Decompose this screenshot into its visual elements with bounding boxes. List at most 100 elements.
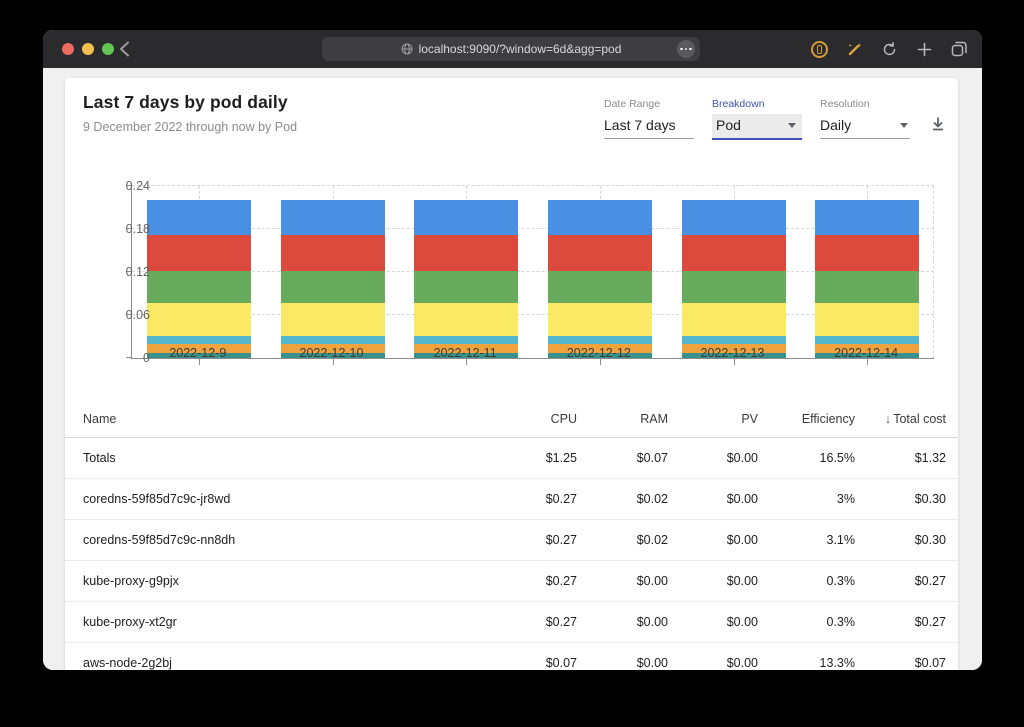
onepassword-extension-icon[interactable] bbox=[810, 40, 828, 58]
date-range-control: Date Range Last 7 days bbox=[604, 98, 694, 139]
table-header-row: Name CPU RAM PV Efficiency ↓ Total cost bbox=[65, 400, 958, 438]
segment-red[interactable] bbox=[547, 234, 652, 272]
segment-yellow[interactable] bbox=[414, 302, 519, 336]
segment-green[interactable] bbox=[547, 271, 652, 303]
page-subtitle: 9 December 2022 through now by Pod bbox=[83, 120, 298, 134]
y-axis-tick bbox=[126, 185, 132, 186]
segment-green[interactable] bbox=[414, 271, 519, 303]
segment-cyan[interactable] bbox=[280, 335, 385, 345]
cpu-cell: $0.27 bbox=[545, 615, 577, 629]
stacked-bar-2022-12-10[interactable] bbox=[280, 199, 385, 358]
segment-orange[interactable] bbox=[815, 344, 920, 353]
back-button[interactable] bbox=[113, 38, 135, 60]
segment-blue[interactable] bbox=[815, 199, 920, 235]
stacked-bar-2022-12-12[interactable] bbox=[547, 199, 652, 358]
y-axis-tick bbox=[126, 357, 132, 358]
stacked-bar-2022-12-9[interactable] bbox=[146, 199, 251, 358]
efficiency-cell: 0.3% bbox=[826, 615, 856, 629]
ram-cell: $0.00 bbox=[636, 656, 668, 670]
segment-yellow[interactable] bbox=[280, 302, 385, 336]
segment-orange[interactable] bbox=[681, 344, 786, 353]
x-tick-label: 2022-12-14 bbox=[834, 346, 899, 360]
reload-button[interactable] bbox=[880, 40, 898, 58]
table-row-kube-proxy-g9pjx[interactable]: kube-proxy-g9pjx $0.27 $0.00 $0.00 0.3% $0.27 bbox=[65, 561, 958, 602]
segment-orange[interactable] bbox=[414, 344, 519, 353]
stacked-bar-2022-12-14[interactable] bbox=[815, 199, 920, 358]
stacked-bar-2022-12-11[interactable] bbox=[414, 199, 519, 358]
segment-red[interactable] bbox=[280, 234, 385, 272]
segment-blue[interactable] bbox=[547, 199, 652, 235]
new-tab-button[interactable] bbox=[915, 40, 933, 58]
column-header-name[interactable]: Name bbox=[83, 411, 117, 426]
close-window-button[interactable] bbox=[62, 43, 74, 55]
segment-orange[interactable] bbox=[146, 344, 251, 353]
x-axis-tick bbox=[466, 359, 468, 365]
segment-teal[interactable] bbox=[547, 352, 652, 358]
segment-yellow[interactable] bbox=[681, 302, 786, 336]
segment-cyan[interactable] bbox=[414, 335, 519, 345]
download-report-button[interactable] bbox=[930, 116, 946, 137]
column-header-efficiency[interactable]: Efficiency bbox=[801, 411, 855, 426]
gridline-horizontal bbox=[132, 271, 934, 272]
segment-blue[interactable] bbox=[280, 199, 385, 235]
segment-yellow[interactable] bbox=[547, 302, 652, 336]
segment-orange[interactable] bbox=[280, 344, 385, 353]
url-text: localhost:9090/?window=6d&agg=pod bbox=[418, 42, 622, 56]
y-axis-tick bbox=[126, 228, 132, 229]
window-controls bbox=[62, 43, 114, 55]
efficiency-cell: 13.3% bbox=[819, 656, 855, 670]
segment-cyan[interactable] bbox=[815, 335, 920, 345]
segment-blue[interactable] bbox=[681, 199, 786, 235]
zoom-window-button[interactable] bbox=[102, 43, 114, 55]
segment-orange[interactable] bbox=[547, 344, 652, 353]
page-actions-button[interactable] bbox=[677, 40, 695, 58]
column-header-cpu[interactable]: CPU bbox=[550, 411, 577, 426]
segment-teal[interactable] bbox=[280, 352, 385, 358]
segment-teal[interactable] bbox=[414, 352, 519, 358]
table-row-kube-proxy-xt2gr[interactable]: kube-proxy-xt2gr $0.27 $0.00 $0.00 0.3% $0.27 bbox=[65, 602, 958, 643]
segment-red[interactable] bbox=[681, 234, 786, 272]
address-bar[interactable]: localhost:9090/?window=6d&agg=pod bbox=[322, 37, 700, 61]
column-header-total-cost[interactable]: ↓ Total cost bbox=[855, 411, 946, 426]
segment-yellow[interactable] bbox=[815, 302, 920, 336]
segment-cyan[interactable] bbox=[681, 335, 786, 345]
name-cell: kube-proxy-xt2gr bbox=[83, 615, 177, 629]
resolution-select[interactable]: Daily bbox=[820, 114, 910, 139]
wand-extension-icon[interactable] bbox=[845, 40, 863, 58]
table-row-aws-node-2g2bj[interactable]: aws-node-2g2bj $0.07 $0.00 $0.00 13.3% $0.07 bbox=[65, 643, 958, 670]
segment-green[interactable] bbox=[146, 271, 251, 303]
column-header-pv[interactable]: PV bbox=[741, 411, 758, 426]
segment-red[interactable] bbox=[146, 234, 251, 272]
segment-cyan[interactable] bbox=[547, 335, 652, 345]
date-range-input[interactable]: Last 7 days bbox=[604, 114, 694, 139]
ram-cell: $0.02 bbox=[636, 533, 668, 547]
table-row-coredns-59f85d7c9c-jr8wd[interactable]: coredns-59f85d7c9c-jr8wd $0.27 $0.02 $0.00 3… bbox=[65, 479, 958, 520]
resolution-label: Resolution bbox=[820, 98, 870, 110]
segment-teal[interactable] bbox=[681, 352, 786, 358]
segment-teal[interactable] bbox=[815, 352, 920, 358]
segment-red[interactable] bbox=[414, 234, 519, 272]
x-tick-label: 2022-12-11 bbox=[433, 346, 497, 360]
y-tick-label: 0.24 bbox=[125, 179, 150, 193]
table-row-coredns-59f85d7c9c-nn8dh[interactable]: coredns-59f85d7c9c-nn8dh $0.27 $0.02 $0.00 3… bbox=[65, 520, 958, 561]
breakdown-select[interactable]: Pod bbox=[712, 114, 802, 140]
column-header-ram[interactable]: RAM bbox=[640, 411, 668, 426]
segment-green[interactable] bbox=[681, 271, 786, 303]
y-tick-label: 0.06 bbox=[125, 308, 150, 322]
segment-green[interactable] bbox=[815, 271, 920, 303]
segment-blue[interactable] bbox=[146, 199, 251, 235]
breakdown-control: Breakdown Pod bbox=[712, 98, 802, 140]
segment-red[interactable] bbox=[815, 234, 920, 272]
segment-teal[interactable] bbox=[146, 352, 251, 358]
segment-blue[interactable] bbox=[414, 199, 519, 235]
page-title: Last 7 days by pod daily bbox=[83, 92, 288, 112]
segment-green[interactable] bbox=[280, 271, 385, 303]
table-row-totals[interactable]: Totals $1.25 $0.07 $0.00 16.5% $1.32 bbox=[65, 438, 958, 479]
tab-overview-button[interactable] bbox=[950, 40, 968, 58]
x-axis-tick bbox=[599, 359, 601, 365]
minimize-window-button[interactable] bbox=[82, 43, 94, 55]
gridline-vertical bbox=[933, 186, 934, 358]
stacked-bar-2022-12-13[interactable] bbox=[681, 199, 786, 358]
segment-yellow[interactable] bbox=[146, 302, 251, 336]
segment-cyan[interactable] bbox=[146, 335, 251, 345]
